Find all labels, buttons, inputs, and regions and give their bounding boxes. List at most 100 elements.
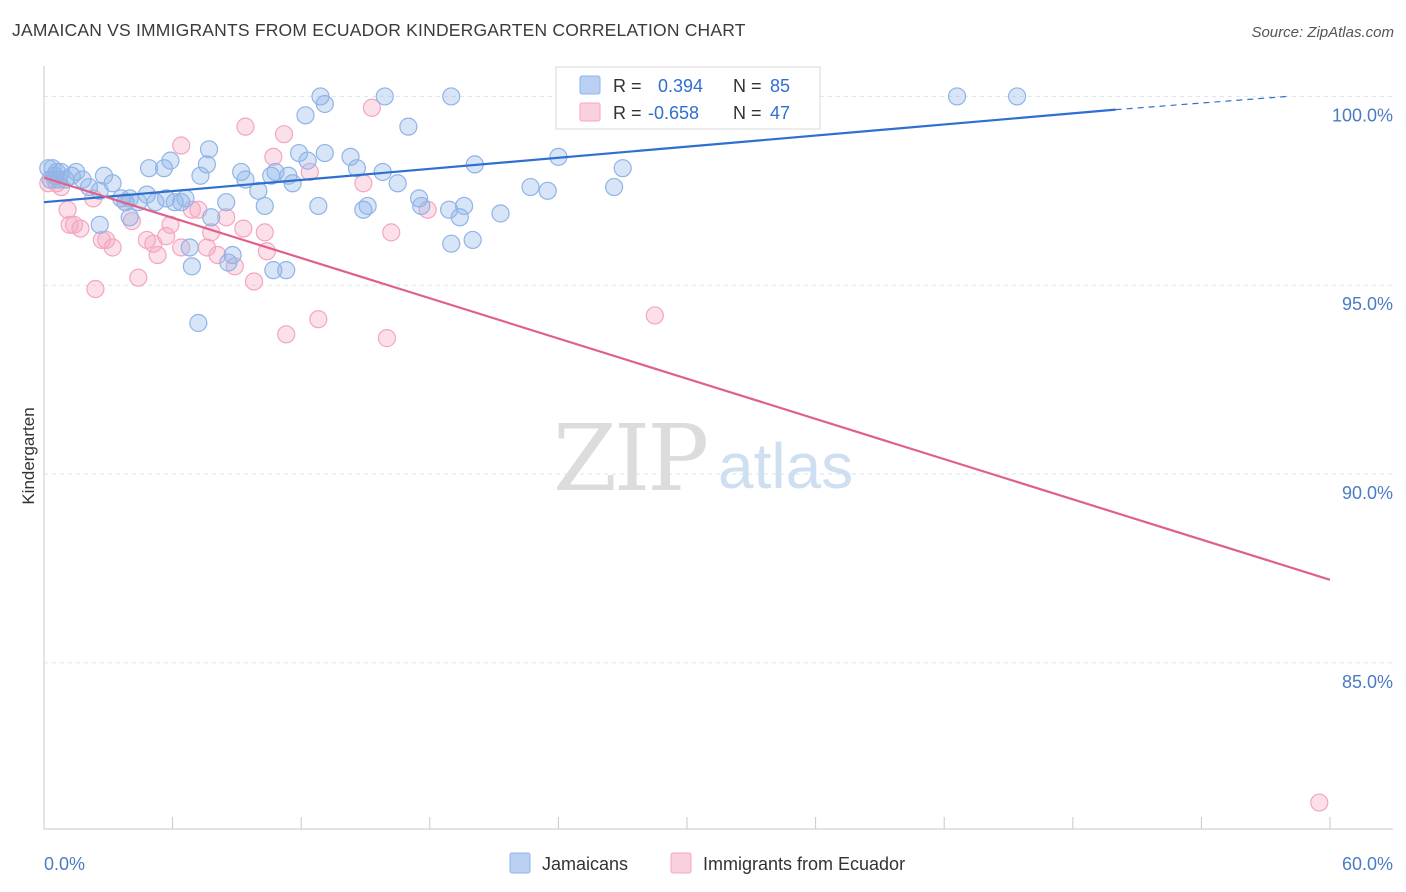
legend-r-value-2: -0.658 (648, 103, 699, 123)
jamaicans-point (219, 253, 238, 272)
ecuador-point (264, 147, 283, 166)
ecuador-point (382, 223, 401, 242)
ecuador-point (234, 219, 253, 238)
ecuador-point (244, 272, 264, 291)
jamaicans-point (67, 162, 86, 182)
jamaicans-point (165, 193, 184, 212)
chart-title: JAMAICAN VS IMMIGRANTS FROM ECUADOR KIND… (12, 20, 746, 40)
jamaicans-point (442, 234, 461, 253)
legend-n-label-1: N = (733, 76, 762, 96)
jamaicans-point (191, 166, 210, 185)
jamaicans-point (341, 147, 360, 166)
legend-swatch-ecuador (579, 102, 601, 122)
ecuador-point (157, 227, 176, 246)
ecuador-point (217, 208, 236, 227)
ecuador-point (148, 245, 167, 265)
jamaicans-point (139, 159, 159, 178)
jamaicans-point (202, 208, 221, 227)
ecuador-point (236, 117, 255, 136)
ecuador-point (1310, 793, 1329, 812)
y-tick-labels: 85.0% 90.0% 95.0% 100.0% (1332, 105, 1393, 691)
legend-n-label-2: N = (733, 103, 762, 123)
jamaicans-point (315, 94, 334, 114)
jamaicans-point (217, 193, 236, 212)
y-tick-label: 100.0% (1332, 105, 1393, 125)
ecuador-point (362, 98, 382, 117)
y-tick-label: 85.0% (1342, 672, 1393, 692)
jamaicans-point (491, 204, 510, 223)
jamaicans-point (454, 196, 474, 216)
jamaicans-point (120, 208, 139, 227)
jamaicans-point (1007, 87, 1027, 106)
axes (43, 66, 1393, 830)
jamaicans-point (375, 87, 394, 106)
jamaicans-point (146, 193, 165, 212)
jamaicans-point (182, 257, 201, 276)
chart-source: Source: ZipAtlas.com (1251, 24, 1394, 41)
ecuador-point (172, 136, 191, 155)
trendline-jamaicans-extension (1115, 95, 1288, 111)
series-legend: Jamaicans Immigrants from Ecuador (509, 852, 905, 874)
jamaicans-point (180, 238, 199, 257)
jamaicans-point (73, 170, 92, 189)
jamaicans-point (249, 181, 268, 200)
ecuador-point (60, 215, 79, 234)
jamaicans-point (309, 196, 328, 216)
jamaicans-point (439, 200, 459, 219)
legend-n-value-2: 47 (770, 103, 790, 123)
jamaicans-point (521, 177, 540, 197)
ecuador-point (92, 230, 111, 250)
legend-n-value-1: 85 (770, 76, 790, 96)
legend-swatch-jamaicans (579, 75, 601, 95)
x-tick-labels: 0.0% 60.0% (44, 854, 1393, 874)
jamaicans-point (347, 159, 367, 178)
ecuador-point (129, 268, 148, 287)
bottom-legend-swatch-jamaicans (509, 852, 531, 874)
ecuador-point (208, 245, 227, 265)
jamaicans-point (90, 181, 109, 200)
jamaicans-point (463, 230, 482, 250)
ecuador-point (277, 325, 296, 344)
ecuador-point (354, 174, 373, 193)
ecuador-point (86, 279, 105, 299)
ecuador-point (377, 329, 397, 348)
trendlines (43, 95, 1331, 581)
trendline-jamaicans (43, 108, 1116, 204)
jamaicans-point (199, 140, 219, 159)
jamaicans-point (613, 159, 632, 178)
trendline-ecuador (43, 176, 1331, 581)
jamaicans-point (605, 177, 624, 197)
jamaicans-point (538, 181, 557, 200)
jamaicans-point (283, 174, 302, 193)
y-tick-label: 95.0% (1342, 294, 1393, 314)
jamaicans-point (161, 151, 180, 170)
y-tick-label: 90.0% (1342, 483, 1393, 503)
jamaicans-point (450, 208, 469, 227)
jamaicans-point (399, 117, 418, 136)
ecuador-point (71, 219, 90, 238)
jamaicans-point (298, 151, 317, 170)
jamaicans-point (947, 87, 967, 106)
ecuador-point (645, 306, 664, 325)
y-axis-label: Kindergarten (19, 407, 38, 504)
legend-r-label-2: R = (613, 103, 642, 123)
bottom-legend-swatch-ecuador (670, 852, 692, 874)
x-tick-label-min: 0.0% (44, 854, 85, 874)
ecuador-point (255, 223, 274, 242)
jamaicans-point (189, 313, 208, 333)
jamaicans-point (172, 193, 191, 212)
jamaicans-point (388, 174, 407, 193)
jamaicans-point (358, 196, 377, 216)
jamaicans-point (296, 106, 315, 125)
jamaicans-point (409, 189, 429, 208)
jamaicans-point (157, 189, 176, 208)
jamaicans-point (412, 196, 431, 216)
watermark-atlas: atlas (718, 430, 853, 502)
jamaicans-point (264, 261, 283, 280)
jamaicans-point (255, 196, 274, 216)
ecuador-point (274, 125, 294, 144)
ecuador-point (309, 310, 328, 329)
ecuador-point (300, 162, 319, 182)
jamaicans-point (154, 159, 174, 178)
